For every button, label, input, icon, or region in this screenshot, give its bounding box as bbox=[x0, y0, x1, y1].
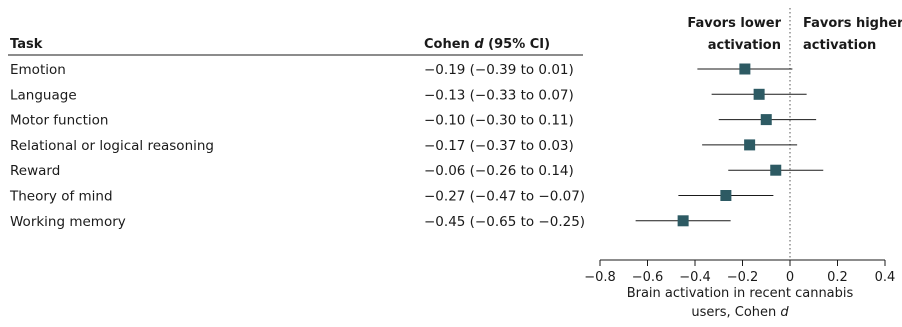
task-label: Reward bbox=[10, 163, 60, 179]
task-label: Theory of mind bbox=[9, 189, 113, 205]
point-estimate-marker bbox=[753, 88, 765, 100]
cohen-d-header-italic: d bbox=[474, 37, 484, 52]
x-axis: −0.8 −0.6 −0.4 −0.2 0 0.2 0.4 bbox=[584, 259, 896, 285]
x-tick-label: −0.6 bbox=[632, 270, 664, 285]
task-label: Emotion bbox=[10, 62, 66, 78]
favors-higher-line2: activation bbox=[803, 38, 876, 53]
ci-value: −0.45 (−0.65 to −0.25) bbox=[424, 214, 585, 230]
forest-plot-area bbox=[635, 8, 824, 260]
favors-lower-line1: Favors lower bbox=[687, 16, 781, 31]
x-tick-label: −0.2 bbox=[727, 270, 759, 285]
task-column-header: Task bbox=[10, 37, 43, 52]
x-tick-label: 0 bbox=[786, 270, 794, 285]
task-label: Working memory bbox=[10, 214, 126, 230]
cohen-d-column-header: Cohen d (95% CI) bbox=[424, 37, 550, 52]
ci-value: −0.10 (−0.30 to 0.11) bbox=[424, 113, 574, 129]
x-tick-label: −0.4 bbox=[679, 270, 711, 285]
task-label: Language bbox=[10, 87, 77, 103]
x-tick-label: 0.4 bbox=[875, 270, 896, 285]
x-tick-label: 0.2 bbox=[827, 270, 848, 285]
x-tick-label: −0.8 bbox=[584, 270, 616, 285]
ci-value: −0.19 (−0.39 to 0.01) bbox=[424, 62, 574, 78]
x-axis-label-line2: users, Cohen d bbox=[691, 305, 789, 320]
x-axis-label-line2-italic: d bbox=[780, 305, 789, 320]
point-estimate-marker bbox=[739, 63, 751, 75]
point-estimate-marker bbox=[677, 215, 689, 227]
point-estimate-marker bbox=[770, 164, 782, 176]
task-label: Motor function bbox=[10, 113, 108, 129]
x-axis-label-line2-text: users, Cohen bbox=[691, 305, 780, 320]
favors-higher-line1: Favors higher bbox=[803, 16, 902, 31]
ci-value: −0.06 (−0.26 to 0.14) bbox=[424, 163, 574, 179]
point-estimate-marker bbox=[760, 114, 772, 126]
cohen-d-header-prefix: Cohen bbox=[424, 37, 474, 52]
point-estimate-marker bbox=[744, 139, 756, 151]
x-axis-label-line1: Brain activation in recent cannabis bbox=[627, 286, 854, 301]
cohen-d-header-suffix: (95% CI) bbox=[484, 37, 550, 52]
favors-lower-line2: activation bbox=[708, 38, 781, 53]
task-label: Relational or logical reasoning bbox=[10, 138, 214, 154]
point-estimate-marker bbox=[720, 190, 732, 201]
forest-rows: Emotion −0.19 (−0.39 to 0.01) Language −0.1… bbox=[9, 62, 585, 230]
ci-value: −0.27 (−0.47 to −0.07) bbox=[424, 189, 585, 205]
ci-value: −0.13 (−0.33 to 0.07) bbox=[424, 87, 574, 103]
ci-value: −0.17 (−0.37 to 0.03) bbox=[424, 138, 574, 154]
